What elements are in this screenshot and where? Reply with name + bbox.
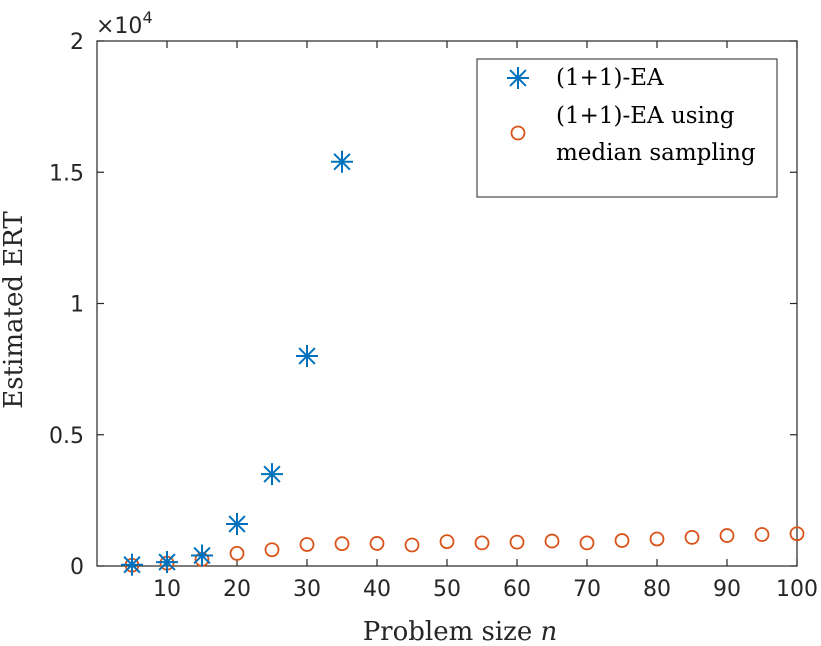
median-sampling-point [334,536,350,552]
x-tick-label: 20 [223,577,251,602]
x-tick-label: 60 [503,577,531,602]
ea-point [331,150,353,173]
median-sampling-point [509,534,525,550]
median-sampling-point [789,526,805,542]
y-tick-label: 2 [70,30,84,55]
median-sampling-point [229,546,245,561]
legend-label-median-line2: median sampling [556,140,756,166]
asterisk-stroke [123,556,141,574]
asterisk-stroke [333,153,351,171]
y-exponent-label: ×104 [96,8,153,39]
legend-box [476,58,778,198]
asterisk-stroke [298,347,316,365]
median-sampling-point [614,533,630,548]
ea-point [121,553,143,576]
y-tick-label: 1.5 [49,161,84,186]
ea-point [191,544,213,567]
median-sampling-point [754,527,770,542]
ea-point [226,513,248,535]
x-ticks: 10 20 30 40 50 60 70 80 90 100 [153,41,818,602]
median-sampling-point [719,528,735,543]
ea-point [261,463,283,486]
asterisk-stroke [193,546,211,565]
asterisk-stroke [158,553,176,571]
median-sampling-point [369,536,385,551]
median-sampling-point [684,529,700,545]
median-sampling-point [544,533,560,549]
legend-label-median-line1: (1+1)-EA using [556,103,735,129]
legend-circle-marker [510,125,526,141]
median-sampling-point [439,534,455,549]
y-axis-label: Estimated ERT [0,211,29,409]
median-sampling-point [299,537,315,552]
data-marks [121,150,805,576]
median-sampling-point [649,531,665,547]
asterisk-stroke [263,465,281,483]
x-tick-label: 70 [573,577,601,602]
x-tick-label: 100 [776,577,818,602]
y-tick-label: 0.5 [49,424,84,449]
legend-marker-median [510,125,526,141]
ea-point [156,551,178,574]
x-tick-label: 90 [713,577,741,602]
y-tick-label: 1 [70,293,84,318]
median-sampling-point [264,542,280,558]
legend: (1+1)-EA (1+1)-EA using median sampling [476,58,778,198]
legend-marker-ea [507,67,529,89]
x-tick-label: 80 [643,577,671,602]
x-tick-label: 50 [433,577,461,602]
ea-point [296,345,318,367]
median-sampling-point [404,537,420,553]
x-tick-label: 30 [293,577,321,602]
median-sampling-point [474,535,490,551]
x-axis-label: Problem size n [363,617,558,646]
legend-label-ea: (1+1)-EA [556,65,664,91]
median-sampling-point [579,535,595,551]
x-tick-label: 40 [363,577,391,602]
asterisk-stroke [228,515,246,533]
asterisk-stroke [509,69,527,87]
y-tick-label: 0 [70,555,84,580]
y-ticks: 0 0.5 1 1.5 2 [49,30,797,580]
x-tick-label: 10 [153,577,181,602]
legend-asterisk-marker [507,67,529,89]
